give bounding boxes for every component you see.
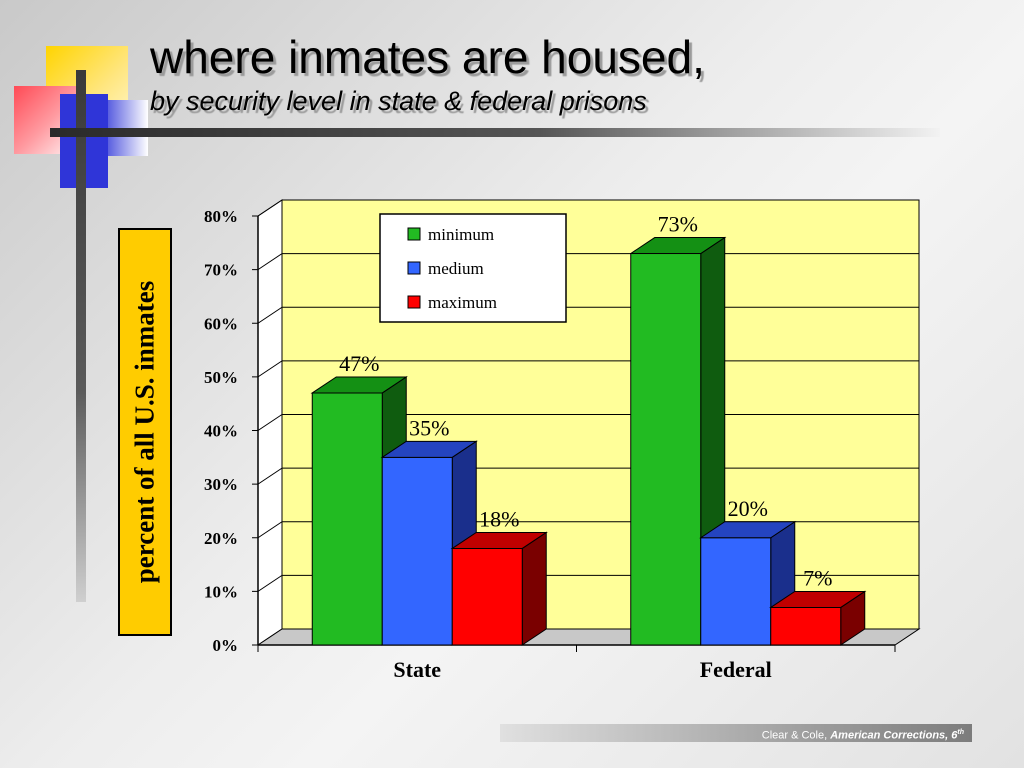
footer-citation: Clear & Cole, American Corrections, 6th [500, 724, 972, 742]
slide-subtitle: by security level in state & federal pri… [150, 86, 647, 116]
wall-gridline [257, 306, 283, 324]
wall-gridline [257, 360, 283, 378]
wall-gridline [257, 414, 283, 431]
wall-gridline [257, 253, 283, 271]
legend-label-maximum: maximum [428, 293, 497, 312]
legend-swatch-medium [407, 261, 421, 275]
bar-medium-state [381, 456, 453, 646]
y-tick-label: 70% [204, 261, 238, 280]
x-category-label: State [393, 657, 441, 682]
bar-top [450, 531, 548, 549]
y-tick-label: 60% [204, 314, 238, 333]
legend-swatch-minimum [407, 227, 421, 241]
bar-top [699, 521, 797, 539]
bar-medium-federal [700, 537, 772, 646]
data-label: 73% [658, 212, 698, 237]
y-tick-label: 80% [204, 207, 238, 226]
decor-horizontal-bar [50, 128, 940, 137]
x-category-label: Federal [700, 657, 772, 682]
decor-vertical-bar [76, 70, 86, 602]
legend-swatch-maximum [407, 295, 421, 309]
wall-gridline [257, 199, 283, 217]
y-tick-label: 10% [204, 582, 238, 601]
wall-gridline [257, 574, 283, 592]
bar-side [521, 531, 547, 646]
y-tick-label: 40% [204, 422, 238, 441]
y-tick-label: 20% [204, 529, 238, 548]
wall-gridline [257, 467, 283, 485]
bar-top [769, 590, 867, 608]
bar-top [629, 237, 727, 255]
bar-minimum-federal [630, 253, 702, 646]
y-tick-label: 50% [204, 368, 238, 387]
bar-top [310, 376, 408, 394]
legend-label-minimum: minimum [428, 225, 494, 244]
y-tick-label: 30% [204, 475, 238, 494]
y-tick-label: 0% [213, 636, 239, 655]
bar-maximum-federal [770, 606, 842, 646]
data-label: 7% [803, 565, 832, 590]
data-label: 20% [728, 496, 768, 521]
footer-book-title: American Corrections, 6 [830, 729, 958, 742]
data-label: 18% [479, 506, 519, 531]
bar-minimum-state [311, 392, 383, 646]
bar-maximum-state [451, 547, 523, 646]
footer-edition-suffix: th [957, 729, 964, 736]
footer-authors: Clear & Cole, [761, 729, 831, 742]
y-axis-label-box: percent of all U.S. inmates [118, 228, 172, 636]
data-label: 47% [339, 351, 379, 376]
wall-gridline [257, 521, 283, 539]
slide-title: where inmates are housed, [150, 31, 705, 83]
legend-label-medium: medium [428, 259, 484, 278]
data-label: 35% [409, 415, 449, 440]
bar-top [380, 440, 478, 458]
